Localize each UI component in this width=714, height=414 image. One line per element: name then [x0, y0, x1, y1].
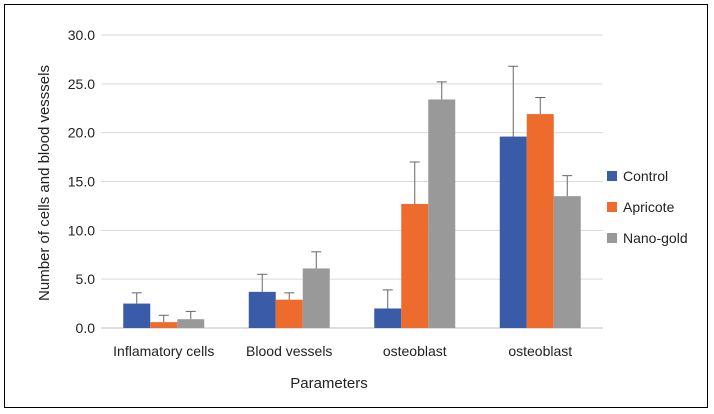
x-tick-label: Blood vessels	[246, 343, 332, 359]
x-tick-label: osteoblast	[383, 343, 447, 359]
bar-control	[499, 136, 527, 328]
x-tick-label: Inflamatory cells	[113, 343, 214, 359]
y-tick-label: 30.0	[68, 27, 95, 43]
bar-control	[374, 308, 402, 328]
legend-swatch	[607, 233, 617, 243]
bar-apricote	[526, 114, 554, 328]
bars	[123, 99, 581, 329]
y-tick-labels: 0.0 5.0 10.0 15.0 20.0 25.0 30.0	[68, 27, 95, 336]
legend-label: Apricote	[623, 199, 675, 215]
x-axis-title: Parameters	[290, 375, 368, 392]
bar-nano-gold	[177, 319, 205, 328]
y-tick-label: 25.0	[68, 76, 95, 92]
y-tick-label: 0.0	[76, 320, 96, 336]
x-tick-label: osteoblast	[508, 343, 572, 359]
bar-apricote	[150, 322, 178, 328]
legend-label: Control	[623, 168, 668, 184]
bar-apricote	[275, 299, 303, 328]
bar-chart: 0.0 5.0 10.0 15.0 20.0 25.0 30.0 Inflamatory c…	[36, 27, 688, 392]
gridlines	[101, 34, 603, 329]
legend-label: Nano-gold	[623, 230, 688, 246]
bar-control	[248, 291, 276, 328]
y-tick-label: 15.0	[68, 174, 95, 190]
legend: Control Apricote Nano-gold	[607, 168, 688, 246]
legend-swatch	[607, 171, 617, 181]
bar-apricote	[401, 203, 429, 328]
legend-swatch	[607, 202, 617, 212]
bar-nano-gold	[428, 99, 456, 329]
y-tick-label: 5.0	[76, 271, 96, 287]
bar-control	[123, 303, 151, 328]
y-tick-label: 10.0	[68, 222, 95, 238]
bar-nano-gold	[302, 268, 330, 328]
chart-frame: 0.0 5.0 10.0 15.0 20.0 25.0 30.0 Inflamatory c…	[4, 4, 708, 408]
y-axis-title: Number of cells and blood vesssels	[36, 65, 53, 301]
bar-nano-gold	[553, 196, 581, 328]
error-bars	[131, 65, 573, 323]
category-labels: Inflamatory cells Blood vessels osteoblast…	[113, 343, 572, 359]
y-tick-label: 20.0	[68, 125, 95, 141]
